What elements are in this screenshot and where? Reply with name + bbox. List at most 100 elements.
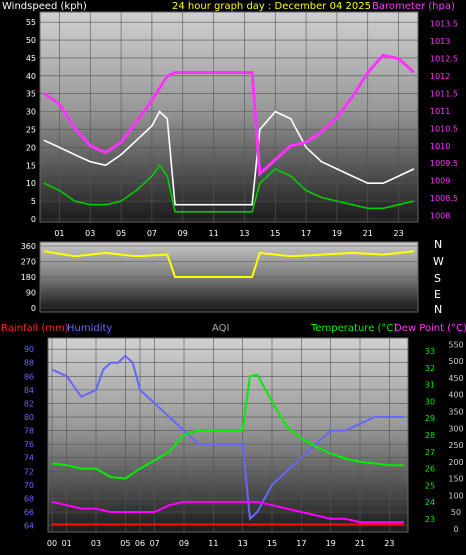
temperature-y-tick: 29 <box>425 414 435 423</box>
barometer-axis-label: Barometer (hpa) <box>372 1 455 12</box>
humidity-y-tick: 84 <box>24 386 34 395</box>
temperature-y-tick: 24 <box>425 498 435 507</box>
compass-n-top: N <box>434 238 442 251</box>
wind-y-tick: 50 <box>26 36 36 45</box>
wind-y-tick: 5 <box>31 197 36 206</box>
humidity-y-tick: 82 <box>24 399 34 408</box>
compass-s: S <box>434 272 441 285</box>
humidity-y-tick: 88 <box>24 359 34 368</box>
direction-y-tick: 180 <box>21 273 36 282</box>
humidity-y-tick: 64 <box>24 522 34 531</box>
temperature-y-tick: 33 <box>425 347 435 356</box>
humidity-y-tick: 76 <box>24 440 34 449</box>
humidity-y-tick: 68 <box>24 494 34 503</box>
humidity-y-tick: 74 <box>24 454 34 463</box>
temperature-y-tick: 30 <box>425 397 435 406</box>
humidity-y-tick: 72 <box>24 467 34 476</box>
barometer-y-tick: 1008 <box>430 212 450 221</box>
aqi-y-tick: 50 <box>451 508 461 517</box>
temperature-y-tick: 32 <box>425 364 435 373</box>
humidity-label: Humidity <box>67 323 112 334</box>
series-line-barometer <box>43 53 416 177</box>
barometer-y-tick: 1012 <box>430 72 450 81</box>
temperature-y-tick: 27 <box>425 448 435 457</box>
compass-labels: N W S E N <box>433 238 444 316</box>
dewpoint-label: Dew Point (°C) <box>394 323 466 334</box>
barometer-y-tick: 1008.5 <box>430 194 458 203</box>
direction-y-tick: 270 <box>21 258 36 267</box>
chart-title: 24 hour graph day : December 04 2025 <box>172 1 371 12</box>
barometer-y-tick: 1009 <box>430 177 450 186</box>
series-line-windspeed <box>43 110 415 206</box>
humidity-y-tick: 86 <box>24 372 34 381</box>
barometer-y-tick: 1011.5 <box>430 89 458 98</box>
wind-x-tick: 03 <box>85 229 95 238</box>
wind-y-tick: 45 <box>26 54 36 63</box>
aqi-y-tick: 0 <box>453 525 458 534</box>
aqi-y-tick: 100 <box>448 491 463 500</box>
wind-plot-area <box>39 11 419 223</box>
aqi-y-tick: 500 <box>448 357 463 366</box>
humidity-y-tick: 70 <box>24 481 34 490</box>
humidity-y-tick: 66 <box>24 508 34 517</box>
aqi-y-tick: 350 <box>448 408 463 417</box>
humidity-y-tick: 90 <box>24 345 34 354</box>
climate-x-tick: 05 <box>120 539 130 548</box>
wind-y-tick: 55 <box>26 18 36 27</box>
climate-x-tick: 09 <box>179 539 189 548</box>
windspeed-axis-label: Windspeed (kph) <box>2 1 87 12</box>
barometer-y-tick: 1011 <box>430 107 450 116</box>
compass-w: W <box>433 255 444 268</box>
wind-x-tick: 15 <box>270 229 280 238</box>
climate-x-tick: 13 <box>238 539 248 548</box>
humidity-y-tick: 80 <box>24 413 34 422</box>
temperature-y-tick: 23 <box>425 515 435 524</box>
climate-x-tick: 00 <box>47 539 57 548</box>
barometer-y-tick: 1009.5 <box>430 159 458 168</box>
direction-y-tick: 360 <box>21 242 36 251</box>
humidity-y-tick: 78 <box>24 427 34 436</box>
climate-x-tick: 07 <box>150 539 160 548</box>
wind-y-tick: 15 <box>26 161 36 170</box>
temperature-y-tick: 25 <box>425 481 435 490</box>
wind-y-tick: 0 <box>31 215 36 224</box>
wind-x-tick: 01 <box>54 229 64 238</box>
climate-x-tick: 17 <box>296 539 306 548</box>
series-line-wind-direction <box>43 250 415 278</box>
direction-y-tick: 0 <box>31 304 36 313</box>
climate-x-tick: 01 <box>62 539 72 548</box>
wind-x-tick: 09 <box>178 229 188 238</box>
axis-ticks: 051015202530354045505510081008.510091009… <box>21 18 464 548</box>
wind-x-tick: 07 <box>147 229 157 238</box>
wind-x-tick: 23 <box>393 229 403 238</box>
wind-y-tick: 40 <box>26 72 36 81</box>
chart-marks <box>43 53 416 526</box>
climate-x-tick: 15 <box>267 539 277 548</box>
aqi-y-tick: 150 <box>448 475 463 484</box>
climate-x-tick: 03 <box>91 539 101 548</box>
aqi-y-tick: 200 <box>448 458 463 467</box>
wind-y-tick: 10 <box>26 179 36 188</box>
direction-grid <box>40 245 418 309</box>
wind-x-tick: 19 <box>332 229 342 238</box>
barometer-y-tick: 1010 <box>430 142 450 151</box>
climate-x-tick: 19 <box>326 539 336 548</box>
climate-x-tick: 06 <box>135 539 145 548</box>
direction-y-tick: 90 <box>26 289 36 298</box>
wind-x-tick: 17 <box>301 229 311 238</box>
aqi-y-tick: 400 <box>448 391 463 400</box>
temperature-y-tick: 31 <box>425 381 435 390</box>
wind-y-tick: 20 <box>26 143 36 152</box>
barometer-y-tick: 1013 <box>430 37 450 46</box>
wind-x-tick: 11 <box>208 229 218 238</box>
wind-x-tick: 13 <box>239 229 249 238</box>
climate-x-tick: 11 <box>208 539 218 548</box>
climate-x-tick: 23 <box>384 539 394 548</box>
barometer-y-tick: 1012.5 <box>430 55 458 64</box>
wind-y-tick: 30 <box>26 108 36 117</box>
wind-x-tick: 05 <box>116 229 126 238</box>
series-line-climate-0 <box>51 354 404 521</box>
series-line-climate-2 <box>51 500 404 524</box>
temperature-label: Temperature (°C) <box>310 323 397 334</box>
